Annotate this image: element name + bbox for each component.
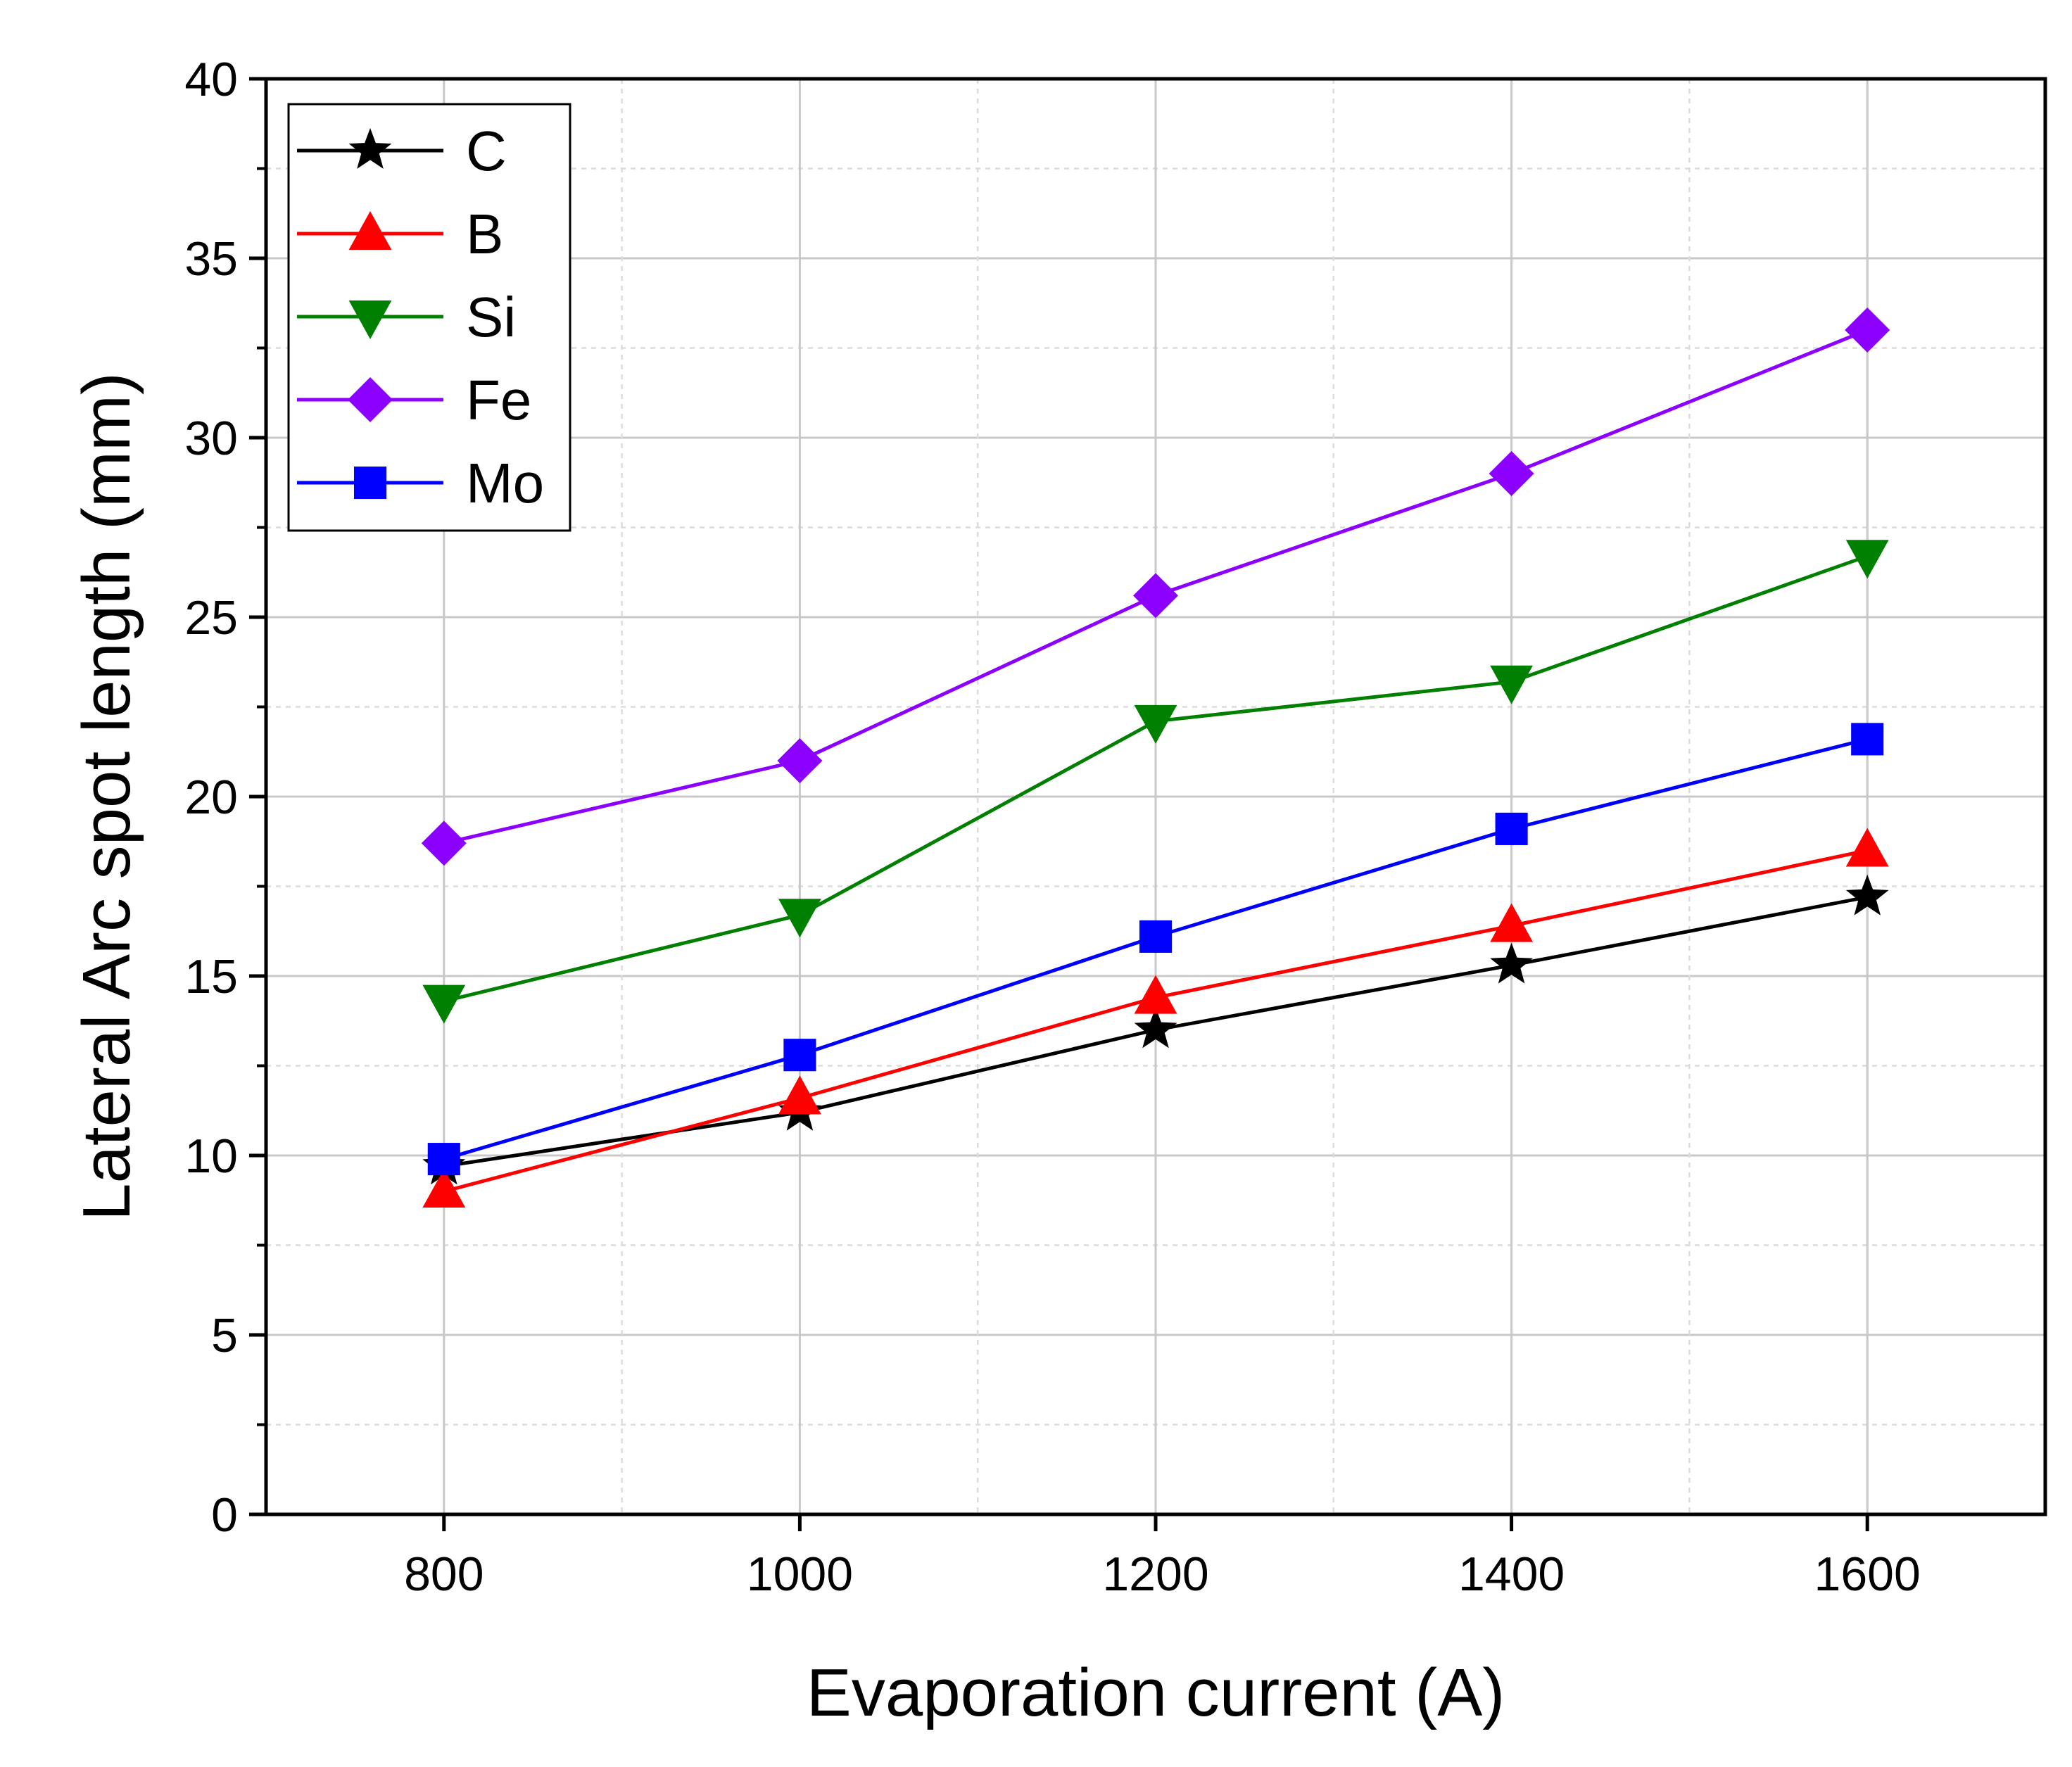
axes: 0 5 10 15 20 25 30 35 40 800 1000 1200 1400 1600 [184, 53, 2047, 1601]
data-point-si [1490, 665, 1533, 704]
x-tick-label: 1000 [747, 1547, 853, 1601]
legend-item-fe: Fe [297, 369, 531, 431]
data-point-si [778, 899, 821, 938]
legend-item-si: Si [297, 286, 516, 348]
legend-item-c: C [297, 120, 507, 182]
data-point-mo [427, 1143, 460, 1176]
legend-marker-mo [353, 466, 387, 500]
legend-label: Fe [466, 369, 531, 431]
x-tick-label: 800 [404, 1547, 484, 1601]
data-point-b [778, 1075, 821, 1115]
legend-label: Si [466, 286, 516, 348]
data-point-fe [777, 738, 823, 783]
data-point-mo [1139, 920, 1173, 953]
y-axis-title: Lateral Arc spot length (mm) [69, 372, 144, 1221]
y-tick-label: 20 [184, 771, 238, 824]
data-point-fe [1489, 451, 1534, 496]
y-tick-label: 25 [184, 591, 238, 645]
data-point-mo [1851, 723, 1884, 756]
x-axis-title: Evaporation current (A) [807, 1655, 1505, 1730]
legend-item-mo: Mo [297, 452, 544, 514]
legend-marker-b [348, 211, 392, 251]
data-point-mo [1495, 812, 1528, 845]
x-tick-label: 1200 [1102, 1547, 1208, 1601]
legend-marker-fe [348, 377, 393, 422]
y-tick-label: 10 [184, 1129, 238, 1183]
series-si [422, 540, 1889, 1024]
data-point-c [1490, 942, 1533, 984]
series-mo [427, 723, 1884, 1176]
y-tick-label: 35 [184, 232, 238, 286]
y-tick-label: 40 [184, 53, 238, 106]
series-layer [421, 308, 1890, 1208]
x-tick-label: 1600 [1814, 1547, 1921, 1601]
data-point-fe [1133, 573, 1178, 619]
series-fe [421, 308, 1890, 866]
y-tick-label: 0 [211, 1488, 238, 1542]
data-point-mo [783, 1039, 816, 1072]
legend-label: B [466, 203, 503, 265]
data-point-b [1490, 903, 1533, 942]
data-point-fe [1845, 308, 1890, 353]
y-tick-label: 30 [184, 412, 238, 465]
y-tick-label: 15 [184, 950, 238, 1003]
legend-marker-si [348, 300, 392, 339]
legend-label: C [466, 120, 507, 182]
data-point-fe [421, 821, 467, 866]
x-tick-label: 1400 [1458, 1547, 1565, 1601]
data-point-b [1845, 828, 1889, 867]
data-point-si [422, 984, 466, 1024]
data-point-c [1134, 1007, 1177, 1049]
legend-label: Mo [466, 452, 544, 514]
data-point-b [1134, 975, 1177, 1014]
data-point-b [422, 1169, 466, 1208]
series-b [422, 828, 1889, 1208]
y-tick-label: 5 [211, 1309, 238, 1362]
data-point-c [1845, 874, 1889, 916]
legend: CB Si Fe Mo [287, 103, 571, 532]
legend-marker-c [348, 128, 392, 169]
data-point-si [1134, 704, 1177, 744]
legend-item-b: B [297, 203, 503, 265]
data-point-si [1845, 540, 1889, 579]
